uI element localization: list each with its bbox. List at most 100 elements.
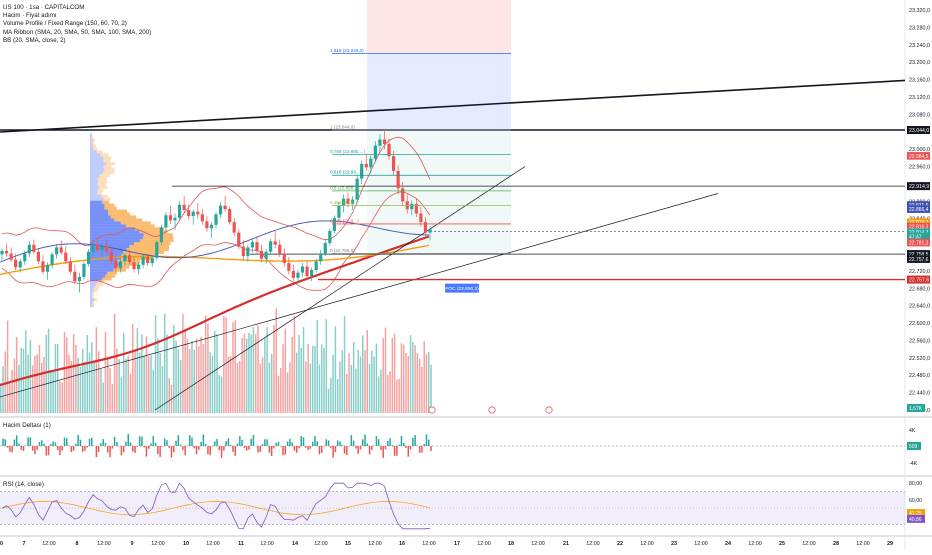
delta-bar [289, 439, 290, 446]
volume-bar [14, 359, 15, 413]
time-tick-label: 25 [779, 541, 785, 547]
vp-row-up [90, 198, 103, 201]
symbol-title[interactable]: US 100 · 1sa · CAPITALCOM [3, 4, 151, 12]
vp-row-up [90, 230, 139, 233]
vp-row-down [107, 272, 117, 275]
candle-body [160, 227, 163, 242]
volume-bar [328, 389, 329, 413]
volume-bar [39, 345, 40, 413]
delta-bar [30, 437, 31, 446]
delta-bar [305, 446, 306, 448]
price-tick-label: 22.520,0 [909, 356, 930, 362]
delta-bar [109, 446, 110, 457]
volume-bar [11, 370, 12, 413]
delta-bar [248, 446, 249, 450]
time-tick-label: 12:00 [802, 541, 816, 547]
ma-ribbon-label[interactable]: MA Ribbon (SMA, 20, SMA, 50, SMA, 100, S… [3, 29, 151, 37]
volume-bar [337, 379, 338, 413]
vp-row-up [90, 304, 93, 307]
candle-body [173, 218, 176, 221]
volume-bar [301, 348, 302, 413]
time-tick-label: 29 [887, 541, 893, 547]
volume-bar [244, 334, 245, 413]
candle-body [123, 255, 126, 261]
rsi-pane-title[interactable]: RSI (14, close) [3, 481, 44, 488]
delta-bar [16, 435, 17, 446]
delta-bar [257, 446, 258, 453]
vp-row-down [98, 189, 104, 192]
price-tick-label: 22.480,0 [909, 373, 930, 379]
delta-bar [73, 446, 74, 451]
volume-bars [0, 309, 432, 413]
volume-bar [380, 370, 381, 413]
delta-bar [403, 443, 404, 446]
time-tick-label: 12:00 [422, 541, 436, 547]
delta-bar [332, 446, 333, 458]
delta-bar [426, 434, 427, 446]
volume-bar [125, 359, 126, 413]
fib-level-label: 0 (22.758,5) [330, 248, 355, 253]
volume-bar [357, 350, 358, 413]
volume-bar [344, 316, 345, 413]
delta-bar [405, 446, 406, 448]
fib-level-label: 0,786 (22.985,...) [330, 149, 365, 154]
volume-bar [164, 314, 165, 413]
delta-bar [408, 446, 409, 457]
candle-body [169, 215, 172, 220]
volume-bar [269, 362, 270, 413]
volume-bar [257, 325, 258, 413]
delta-bar [216, 439, 217, 446]
volume-bar [230, 356, 231, 413]
delta-bar [417, 445, 418, 446]
vp-row-down [102, 278, 112, 281]
volume-profile-label[interactable]: Volume Profile / Fixed Range (150, 60, 7… [3, 20, 151, 28]
delta-bar [105, 443, 106, 446]
vp-row-down [92, 142, 94, 145]
volume-bar [373, 356, 374, 413]
volume-bar [303, 327, 304, 413]
vp-row-down [101, 153, 109, 156]
vp-row-down [93, 145, 96, 148]
volume-indicator-label[interactable]: Hacim · Fiyat adımı [3, 12, 151, 20]
delta-bar [262, 444, 263, 446]
vp-row-up [90, 260, 118, 263]
event-marker-icon [546, 407, 552, 413]
vp-row-up [90, 266, 115, 269]
time-tick-label: 12:00 [42, 541, 56, 547]
candle-body [23, 253, 26, 261]
bollinger-label[interactable]: BB (20, SMA, close, 2) [3, 37, 151, 45]
candle-body [114, 261, 117, 268]
volume-bar [18, 365, 19, 413]
candle-body [192, 212, 195, 216]
delta-bar [46, 446, 47, 456]
volume-bar [260, 364, 261, 413]
candle-body [237, 233, 240, 247]
candle-body [397, 171, 400, 188]
volume-bar [275, 309, 276, 413]
candle-body [296, 273, 299, 278]
delta-bar [36, 446, 37, 450]
volume-bar [396, 380, 397, 413]
delta-bar [253, 435, 254, 446]
price-tick-label: 23.200,0 [909, 60, 930, 66]
volume-bar [189, 349, 190, 413]
delta-bar [235, 446, 236, 456]
delta-bar [414, 435, 415, 446]
volume-bar [55, 344, 56, 413]
volume-bar [294, 316, 295, 413]
vp-row-up [90, 298, 94, 301]
volume-bar [219, 375, 220, 413]
volume-bar [255, 334, 256, 413]
candle-body [205, 221, 208, 228]
candle-body [301, 267, 304, 273]
delta-bar [423, 444, 424, 446]
volume-bar [403, 344, 404, 413]
volume-bar [91, 342, 92, 413]
volume-bar [84, 362, 85, 413]
delta-pane-title[interactable]: Hacim Deltası (1) [3, 422, 51, 429]
delta-bar [200, 442, 201, 446]
volume-bar [66, 338, 67, 413]
delta-bar [189, 435, 190, 446]
delta-bar [91, 438, 92, 446]
